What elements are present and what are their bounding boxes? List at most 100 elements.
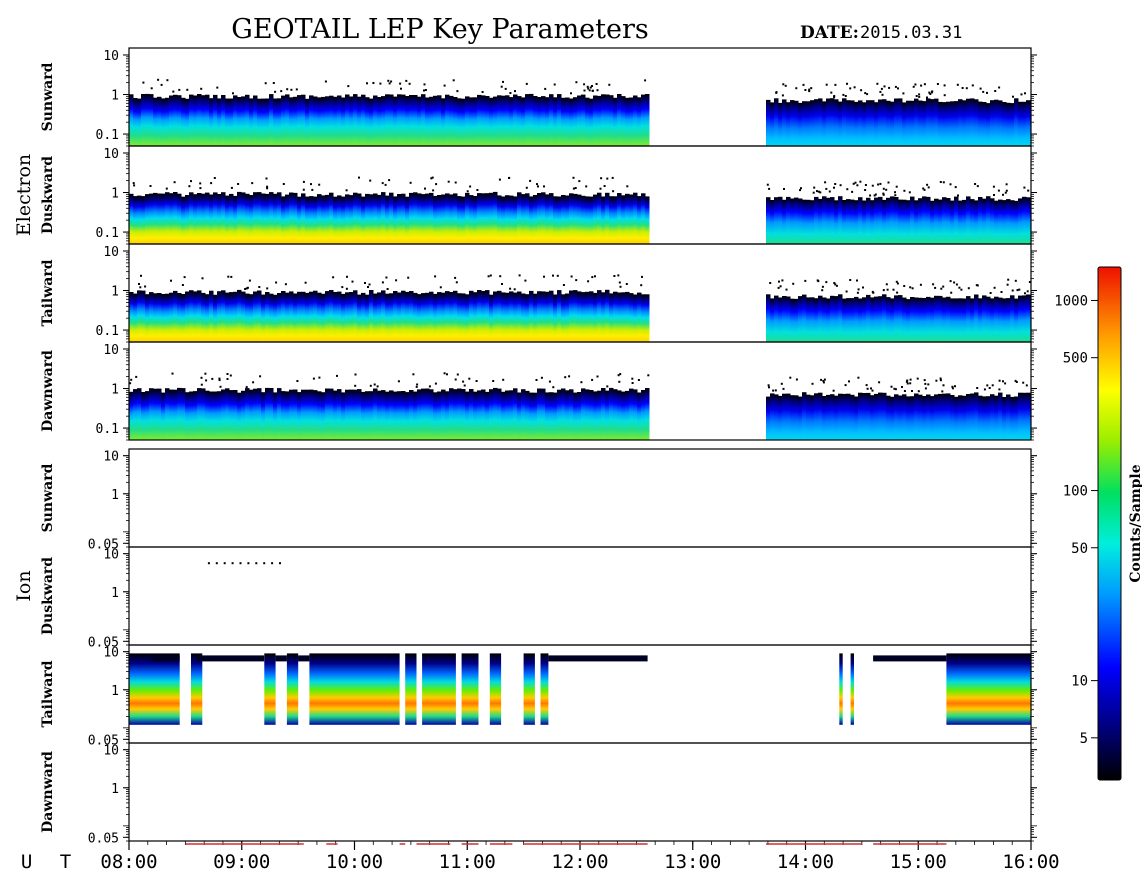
spectrum-column — [369, 98, 374, 146]
spectrum-column — [461, 293, 466, 342]
spectrum-column — [301, 389, 306, 440]
ion-band-segment — [264, 653, 276, 725]
sparse-point — [218, 377, 221, 380]
sparse-point — [454, 378, 457, 381]
sparse-point — [894, 194, 897, 197]
sparse-point — [574, 187, 577, 189]
spectrum-column — [806, 297, 811, 342]
spectrum-column — [962, 298, 967, 342]
ion-band-segment — [489, 653, 502, 725]
spectrum-column — [589, 98, 594, 146]
sparse-point — [266, 187, 269, 190]
spectrum-column — [169, 193, 174, 244]
sparse-point — [568, 375, 571, 378]
spectrum-column — [910, 196, 915, 244]
spectrum-column — [830, 197, 835, 244]
spectrum-column — [145, 391, 150, 440]
spectrum-column — [962, 395, 967, 440]
sparse-point — [468, 377, 471, 380]
sparse-point — [245, 386, 248, 389]
spectrum-column — [922, 101, 927, 146]
sparse-point — [909, 286, 912, 289]
spectrum-column — [493, 191, 498, 244]
sparse-point — [778, 280, 780, 283]
spectrum-column — [513, 196, 518, 244]
sparse-point — [795, 378, 798, 381]
sparse-point — [275, 281, 278, 284]
spectrum-column — [177, 193, 182, 244]
sparse-point — [172, 90, 175, 93]
sparse-point — [525, 82, 528, 85]
spectrum-column — [209, 391, 214, 440]
sparse-point — [941, 390, 944, 393]
sparse-point — [804, 89, 807, 91]
spectrum-column — [481, 389, 486, 440]
spectrum-column — [838, 196, 843, 244]
sparse-point — [388, 82, 391, 85]
sparse-point — [265, 177, 268, 180]
sparse-point — [1015, 381, 1018, 383]
sparse-point — [842, 93, 845, 96]
sparse-point — [430, 177, 433, 180]
spectrum-column — [421, 194, 426, 244]
sparse-point — [851, 190, 854, 193]
spectrum-column — [974, 294, 979, 342]
sparse-point — [455, 281, 458, 284]
spectrum-column — [381, 96, 386, 146]
spectrum-column — [293, 389, 298, 440]
spectrum-column — [986, 296, 991, 342]
sparse-point — [813, 186, 816, 189]
spectrum-column — [325, 388, 330, 440]
x-tick-label: 11:00 — [439, 851, 496, 873]
x-tick-label: 14:00 — [777, 851, 834, 873]
sparse-point — [821, 289, 824, 292]
spectrum-column — [850, 100, 855, 146]
spectrum-column — [529, 196, 534, 244]
ion-band-segment — [540, 653, 549, 725]
spectrum-column — [233, 390, 238, 440]
spectrum-column — [453, 290, 458, 342]
sparse-point — [166, 79, 169, 82]
spectrum-column — [878, 392, 883, 440]
sparse-point — [524, 279, 527, 282]
spectrum-column — [998, 100, 1003, 146]
spectrum-column — [926, 394, 931, 440]
sparse-point — [266, 185, 269, 188]
sparse-point — [783, 188, 785, 190]
spectrum-column — [385, 195, 390, 244]
sparse-point — [1002, 380, 1004, 383]
ion-upper-edge — [151, 655, 180, 662]
spectrum-column — [217, 194, 222, 244]
sparse-point — [302, 188, 305, 191]
spectrum-column — [413, 192, 418, 244]
spectrum-column — [633, 294, 638, 342]
sparse-point — [822, 381, 825, 384]
spectrum-column — [245, 388, 250, 440]
sparse-point — [572, 176, 575, 179]
sparse-point — [580, 381, 583, 384]
spectrum-column — [277, 98, 282, 146]
sparse-point — [953, 281, 956, 284]
sparse-point — [255, 562, 258, 565]
spectrum-column — [405, 291, 410, 342]
sparse-point — [540, 376, 543, 379]
spectrum-column — [225, 195, 230, 244]
spectrum-column — [157, 193, 162, 244]
sparse-point — [782, 387, 785, 390]
sparse-point — [368, 283, 371, 286]
spectrum-column — [834, 200, 839, 244]
spectrum-column — [377, 194, 382, 244]
spectrum-column — [822, 396, 827, 440]
spectrum-column — [838, 101, 843, 146]
spectrum-column — [153, 293, 158, 342]
spectrum-column — [485, 391, 490, 440]
spectrum-column — [806, 199, 811, 244]
sparse-point — [1024, 92, 1026, 95]
sparse-point — [170, 279, 172, 282]
spectrum-column — [1022, 196, 1027, 244]
sparse-point — [395, 279, 398, 282]
spectrum-column — [133, 196, 138, 244]
sparse-point — [354, 384, 357, 387]
spectrum-column — [285, 391, 290, 440]
